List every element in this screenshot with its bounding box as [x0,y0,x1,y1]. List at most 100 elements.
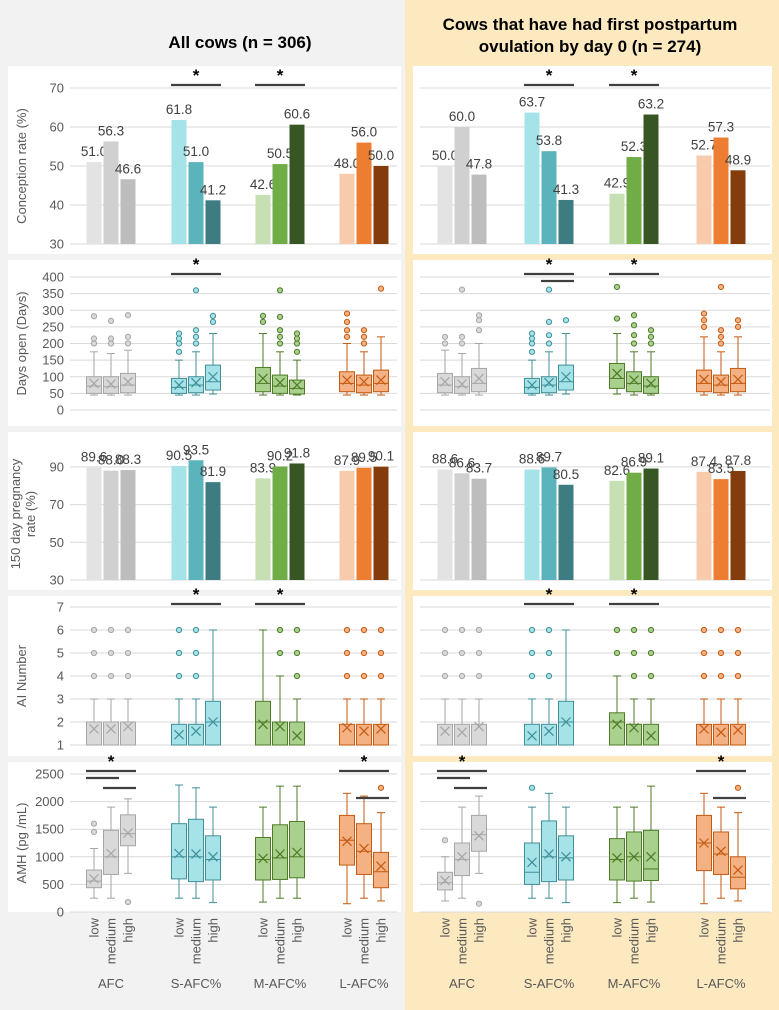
box-body [730,856,746,890]
outlier-point [613,626,621,634]
data-label: 50.0 [432,148,458,163]
outlier-point [734,649,742,657]
outlier-point [293,626,301,634]
box-body [437,723,453,746]
outlier-point [175,348,183,355]
outlier-point [475,649,483,657]
outlier-point [441,837,449,844]
chart-panel: * * [413,255,772,426]
mean-marker [646,851,656,862]
chart-panel: 1 2 3 4 5 6 7 AI Number * * [8,585,401,756]
outlier-point [259,318,267,325]
mean-marker [733,725,743,735]
box [205,806,221,904]
bar [541,467,557,580]
mean-marker [359,843,369,854]
box-body [103,829,119,875]
box-body [643,376,659,394]
box [289,330,305,396]
mean-marker [561,851,571,862]
box [524,626,540,746]
column-title: ovulation by day 0 (n = 274) [479,37,701,56]
outlier-point [458,333,466,340]
box [103,806,119,899]
box [730,784,746,902]
outlier-point [175,626,183,634]
mean-marker [89,723,99,734]
group-label: L-AFC% [339,976,389,991]
outlier-point [124,649,132,657]
bar [255,194,271,244]
mean-marker [612,368,622,379]
outlier-point [276,327,284,334]
box [626,312,642,396]
y-tick-label: 50 [50,386,64,401]
bar [171,465,187,580]
mean-marker [191,377,201,388]
box [373,784,389,902]
significance-star: * [193,585,200,604]
box [454,286,470,396]
box-body [205,835,221,881]
group-label: S-AFC% [171,976,222,991]
box-body [205,700,221,746]
outlier-point [377,784,385,791]
mean-marker [716,376,726,387]
x-tick-label: medium [189,918,204,964]
mean-marker [716,727,726,738]
bar [86,162,102,244]
group-label: AFC [449,976,475,991]
significance-star: * [277,66,284,85]
mean-marker [106,723,116,734]
x-tick-label: low [87,917,102,937]
y-tick-label: 200 [42,336,64,351]
data-label: 50.0 [368,148,394,163]
panel-background [8,66,401,254]
outlier-point [276,626,284,634]
significance-star: * [108,752,115,771]
outlier-point [192,333,200,340]
mean-marker [208,851,218,862]
outlier-point [528,330,536,337]
box-body [120,814,136,847]
data-label: 52.7 [691,137,717,152]
box [541,286,557,396]
outlier-point [107,340,115,347]
outlier-point [528,340,536,347]
outlier-point [276,333,284,340]
y-tick-label: 1 [57,738,64,753]
box-body [255,366,271,393]
outlier-point [124,340,132,347]
mean-marker [376,861,386,872]
bar [454,473,470,580]
data-label: 90.1 [368,449,394,464]
box-body [541,820,557,883]
mean-marker [258,373,268,384]
box [171,784,187,899]
bar [255,478,271,580]
outlier-point [90,828,98,836]
box-body [171,823,187,880]
box [471,626,487,746]
bar [103,470,119,580]
outlier-point [175,672,183,680]
data-label: 60.0 [449,109,475,124]
box-body [289,820,305,879]
x-tick-label: medium [627,918,642,964]
outlier-point [458,340,466,347]
y-tick-label: 3 [57,692,64,707]
box [86,313,102,396]
outlier-point [90,672,98,680]
outlier-point [545,672,553,680]
mean-marker [527,730,537,741]
box-body [373,723,389,746]
box [609,806,625,904]
box-body [696,369,712,393]
bar [609,193,625,244]
outlier-point [360,672,368,680]
outlier-point [192,649,200,657]
significance-star: * [631,255,638,274]
outlier-point [360,340,368,347]
data-label: 46.6 [115,161,141,176]
